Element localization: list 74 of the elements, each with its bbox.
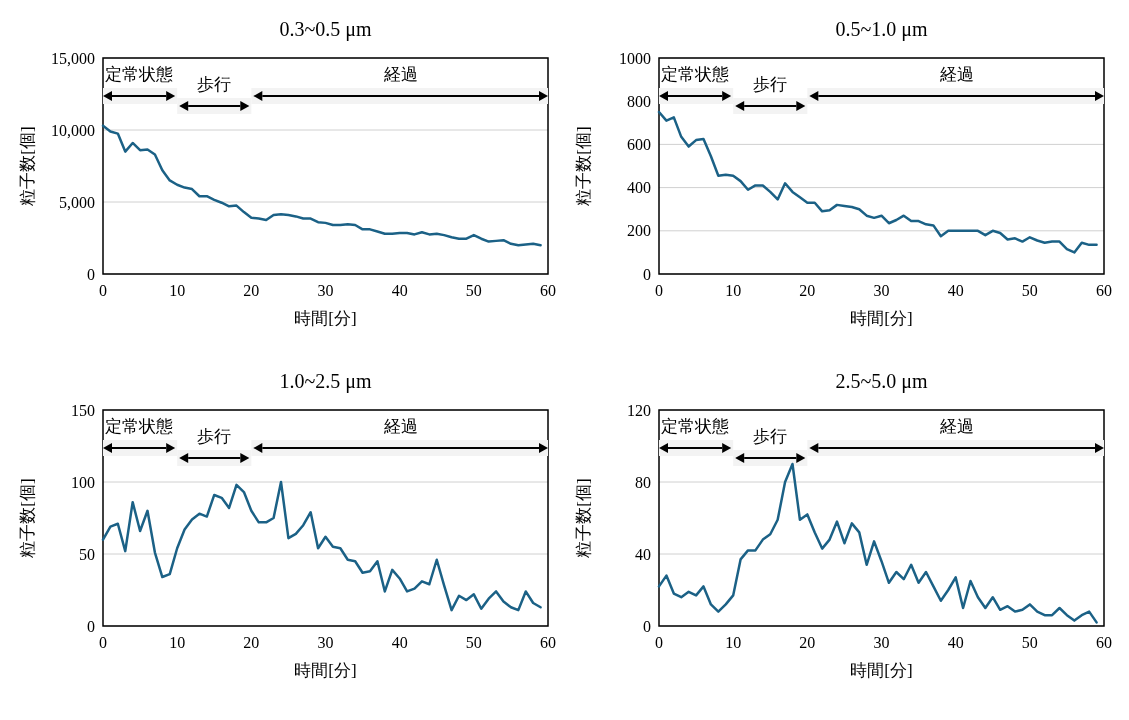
x-tick-label: 30 (873, 634, 890, 651)
x-tick-label: 60 (1096, 634, 1112, 651)
x-tick-label: 0 (99, 634, 107, 651)
x-tick-label: 20 (243, 634, 260, 651)
x-tick-label: 40 (391, 282, 408, 299)
band-label: 定常状態 (105, 417, 173, 436)
x-axis-title: 時間[分] (294, 309, 357, 328)
x-tick-label: 40 (947, 634, 964, 651)
band-label: 経過 (938, 417, 974, 436)
x-tick-label: 40 (391, 634, 408, 651)
x-tick-label: 20 (799, 282, 816, 299)
x-tick-label: 50 (1021, 634, 1038, 651)
band-label: 経過 (382, 417, 418, 436)
band-label: 歩行 (197, 75, 232, 94)
x-axis-title: 時間[分] (294, 661, 357, 680)
band-label: 経過 (938, 65, 974, 84)
x-tick-label: 10 (725, 282, 742, 299)
y-tick-label: 50 (79, 545, 95, 563)
x-tick-label: 10 (169, 282, 186, 299)
line-series (657, 110, 1098, 254)
band-label: 経過 (382, 65, 418, 84)
y-axis-title: 粒子数[個] (574, 126, 593, 206)
y-tick-label: 0 (87, 265, 95, 283)
y-tick-label: 100 (71, 473, 95, 491)
x-tick-label: 0 (655, 282, 663, 299)
band-label: 定常状態 (661, 417, 729, 436)
x-tick-label: 20 (799, 634, 816, 651)
y-tick-label: 80 (635, 473, 651, 491)
x-axis-title: 時間[分] (850, 661, 913, 680)
y-tick-label: 800 (627, 92, 651, 110)
x-tick-label: 50 (465, 634, 482, 651)
band-label: 定常状態 (661, 65, 729, 84)
x-tick-label: 10 (725, 634, 742, 651)
line-series (657, 462, 1098, 624)
y-tick-label: 200 (627, 222, 651, 240)
chart-title: 2.5~5.0 μm (835, 370, 928, 393)
chart-title: 0.3~0.5 μm (279, 18, 372, 41)
x-tick-label: 30 (317, 282, 334, 299)
x-tick-label: 30 (873, 282, 890, 299)
band-label: 歩行 (197, 427, 232, 446)
band-label: 歩行 (753, 427, 788, 446)
y-axis-title: 粒子数[個] (18, 478, 37, 558)
y-axis-title: 粒子数[個] (574, 478, 593, 558)
y-axis-title: 粒子数[個] (18, 126, 37, 206)
x-tick-label: 0 (99, 282, 107, 299)
x-tick-label: 30 (317, 634, 334, 651)
x-tick-label: 50 (1021, 282, 1038, 299)
y-tick-label: 1000 (619, 49, 651, 67)
y-tick-label: 10,000 (51, 121, 95, 139)
band-label: 定常状態 (105, 65, 173, 84)
line-series (101, 480, 542, 612)
x-tick-label: 60 (540, 282, 556, 299)
y-tick-label: 0 (643, 265, 651, 283)
y-tick-label: 600 (627, 136, 651, 153)
x-tick-label: 60 (540, 634, 556, 651)
x-tick-label: 50 (465, 282, 482, 299)
x-tick-label: 20 (243, 282, 260, 299)
x-axis-title: 時間[分] (850, 309, 913, 328)
y-tick-label: 0 (643, 617, 651, 635)
y-tick-label: 15,000 (51, 49, 95, 67)
y-tick-label: 5,000 (59, 193, 95, 211)
y-tick-label: 150 (71, 401, 95, 419)
y-tick-label: 400 (627, 179, 651, 197)
chart-title: 0.5~1.0 μm (835, 18, 928, 41)
x-tick-label: 60 (1096, 282, 1112, 299)
line-series (101, 124, 542, 247)
y-tick-label: 0 (87, 617, 95, 635)
x-tick-label: 40 (947, 282, 964, 299)
y-tick-label: 40 (635, 545, 651, 563)
x-tick-label: 10 (169, 634, 186, 651)
x-tick-label: 0 (655, 634, 663, 651)
chart-title: 1.0~2.5 μm (279, 370, 372, 393)
y-tick-label: 120 (627, 401, 651, 419)
band-label: 歩行 (753, 75, 788, 94)
